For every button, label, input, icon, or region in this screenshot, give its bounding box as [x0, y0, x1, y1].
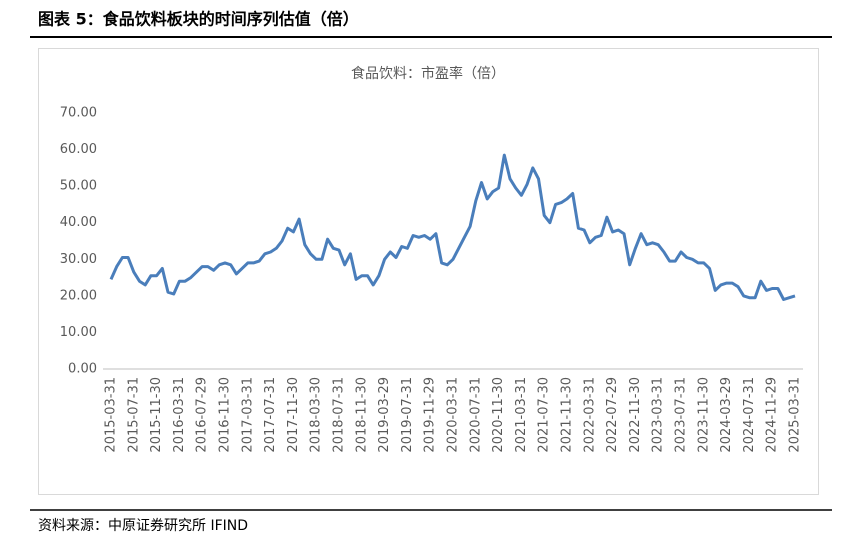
x-tick-label: 2022-03-31 [582, 377, 597, 453]
x-tick-label: 2024-11-29 [765, 377, 780, 453]
y-tick-label: 0.00 [68, 362, 97, 377]
x-tick-label: 2023-03-31 [651, 377, 666, 453]
x-tick-label: 2016-07-29 [195, 377, 210, 453]
x-tick-label: 2020-03-31 [446, 377, 461, 453]
source-note: 资料来源：中原证券研究所 IFIND [38, 518, 248, 534]
y-tick-label: 40.00 [60, 215, 97, 230]
x-tick-label: 2017-11-30 [286, 377, 301, 453]
x-tick-label: 2016-03-31 [172, 377, 187, 453]
chart-frame [38, 48, 819, 495]
y-tick-label: 30.00 [60, 252, 97, 267]
x-tick-label: 2018-07-31 [332, 377, 347, 453]
x-tick-label: 2018-11-30 [354, 377, 369, 453]
x-tick-label: 2023-07-31 [674, 377, 689, 453]
x-tick-label: 2015-03-31 [104, 377, 119, 453]
x-tick-label: 2025-03-31 [788, 377, 803, 453]
x-tick-label: 2019-03-29 [377, 377, 392, 453]
x-tick-label: 2024-07-31 [742, 377, 757, 453]
x-tick-label: 2023-11-30 [696, 377, 711, 453]
x-tick-label: 2015-07-31 [126, 377, 141, 453]
y-tick-label: 10.00 [60, 325, 97, 340]
page-title: 图表 5：食品饮料板块的时间序列估值（倍） [38, 10, 359, 29]
x-tick-label: 2022-07-29 [605, 377, 620, 453]
y-tick-label: 50.00 [60, 179, 97, 194]
y-tick-label: 20.00 [60, 288, 97, 303]
x-tick-label: 2021-07-30 [537, 377, 552, 453]
x-tick-label: 2017-07-31 [263, 377, 278, 453]
x-tick-label: 2015-11-30 [149, 377, 164, 453]
x-tick-label: 2019-11-29 [423, 377, 438, 453]
x-tick-label: 2021-11-30 [560, 377, 575, 453]
y-tick-label: 60.00 [60, 142, 97, 157]
x-tick-label: 2024-03-29 [719, 377, 734, 453]
x-tick-label: 2020-07-31 [468, 377, 483, 453]
x-tick-label: 2019-07-31 [400, 377, 415, 453]
x-tick-label: 2018-03-30 [309, 377, 324, 453]
x-tick-label: 2016-11-30 [218, 377, 233, 453]
chart-title: 食品饮料：市盈率（倍） [351, 65, 505, 82]
x-tick-label: 2022-11-30 [628, 377, 643, 453]
x-tick-label: 2017-03-31 [240, 377, 255, 453]
y-tick-label: 70.00 [60, 106, 97, 121]
x-tick-label: 2020-11-30 [491, 377, 506, 453]
x-tick-label: 2021-03-31 [514, 377, 529, 453]
data-line [109, 153, 796, 301]
